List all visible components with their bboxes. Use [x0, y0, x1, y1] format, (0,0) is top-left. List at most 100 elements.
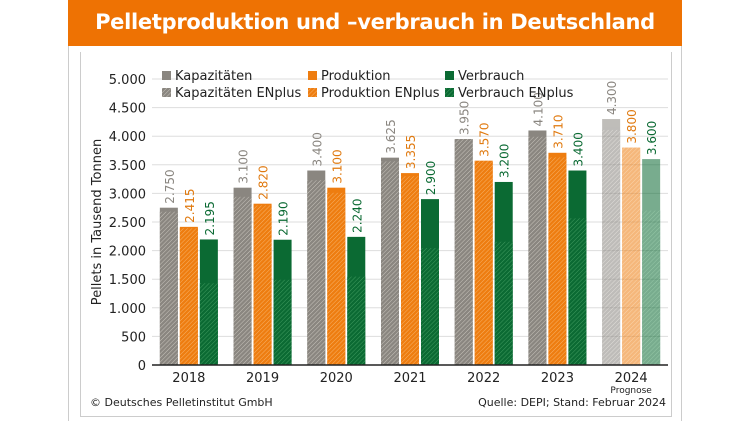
y-tick-label: 2.500	[109, 216, 146, 231]
x-tick-label: 2024	[615, 371, 648, 386]
data-label: 2.415	[183, 189, 197, 223]
bar-enplus-2	[421, 248, 439, 365]
data-label: 3.400	[571, 132, 585, 166]
bar-group	[528, 130, 547, 365]
source-note: Quelle: DEPI; Stand: Februar 2024	[478, 396, 666, 409]
bar-group	[602, 119, 621, 365]
y-tick-label: 1.000	[109, 302, 146, 317]
bar-group	[421, 199, 439, 365]
bar-group	[307, 170, 326, 365]
legend-swatch	[308, 71, 317, 80]
bar-group	[454, 139, 473, 365]
bar-enplus-2	[347, 276, 366, 365]
data-label: 2.820	[257, 165, 271, 199]
chart-title: Pelletproduktion und –verbrauch in Deuts…	[68, 0, 682, 46]
legend-swatch-enplus	[445, 88, 454, 97]
bar-group	[474, 160, 493, 365]
bar-group	[159, 207, 178, 365]
data-label: 3.710	[551, 114, 565, 148]
x-tick-label: 2019	[246, 371, 279, 386]
legend-label: Verbrauch	[458, 69, 524, 84]
bar-enplus-2	[494, 241, 513, 365]
legend-label-enplus: Verbrauch ENplus	[458, 86, 574, 101]
data-label: 3.625	[384, 119, 398, 153]
y-axis-label: Pellets in Tausend Tonnen	[90, 139, 105, 305]
legend-label: Kapazitäten	[175, 69, 252, 84]
data-label: 3.100	[330, 149, 344, 183]
y-tick-label: 4.000	[109, 130, 146, 145]
data-label: 3.600	[645, 121, 659, 155]
data-label: 3.355	[404, 135, 418, 169]
bar-enplus-0	[602, 129, 621, 365]
y-tick-label: 4.500	[109, 102, 146, 117]
legend-swatch	[162, 71, 171, 80]
y-tick-label: 1.500	[109, 273, 146, 288]
y-tick-label: 0	[138, 359, 146, 374]
data-label: 3.400	[310, 132, 324, 166]
bar-enplus-1	[253, 205, 272, 365]
data-label: 4.100	[531, 92, 545, 126]
x-tick-label: 2022	[467, 371, 500, 386]
bar-enplus-1	[401, 176, 419, 365]
bar-enplus-0	[381, 161, 399, 365]
chart-panel	[80, 52, 672, 417]
y-tick-label: 2.000	[109, 245, 146, 260]
legend-swatch-enplus	[162, 88, 171, 97]
bar-enplus-0	[159, 211, 178, 365]
bar-group	[199, 239, 218, 365]
data-label: 3.200	[498, 144, 512, 178]
x-tick-note: Prognose	[610, 386, 652, 396]
bar-group	[381, 157, 399, 365]
bar-enplus-2	[199, 283, 218, 365]
bar-group	[233, 187, 252, 365]
bar-group	[273, 239, 292, 365]
data-label: 2.900	[424, 161, 438, 195]
copyright-note: © Deutsches Pelletinstitut GmbH	[90, 396, 273, 409]
bar-group	[548, 152, 567, 365]
data-label: 3.100	[237, 149, 251, 183]
bar-group	[401, 173, 419, 365]
bar-group	[494, 181, 513, 365]
bar-group	[179, 226, 198, 365]
x-tick-label: 2020	[320, 371, 353, 386]
data-label: 2.195	[203, 201, 217, 235]
bar-group	[622, 147, 641, 365]
bar-enplus-2	[568, 218, 587, 365]
data-label: 3.570	[478, 122, 492, 156]
bar-enplus-0	[233, 196, 252, 365]
bar-group	[642, 159, 661, 365]
bar-enplus-2	[273, 279, 292, 365]
bar-enplus-1	[327, 192, 346, 365]
bar-enplus-0	[454, 139, 473, 365]
legend-label-enplus: Kapazitäten ENplus	[175, 86, 301, 101]
legend-label-enplus: Produktion ENplus	[321, 86, 440, 101]
data-label: 2.750	[163, 169, 177, 203]
x-tick-label: 2021	[393, 371, 426, 386]
bar-enplus-2	[642, 210, 661, 365]
legend-swatch	[445, 71, 454, 80]
bar-enplus-0	[307, 180, 326, 365]
bar-group	[568, 170, 587, 365]
bar-enplus-1	[548, 157, 567, 365]
data-label: 3.950	[458, 101, 472, 135]
y-tick-label: 3.000	[109, 187, 146, 202]
data-label: 2.240	[350, 199, 364, 233]
y-tick-label: 3.500	[109, 159, 146, 174]
bar-enplus-0	[528, 136, 547, 365]
bar-enplus-1	[474, 160, 493, 365]
bar-group	[253, 203, 272, 365]
bar-group	[327, 187, 346, 365]
bar-enplus-1	[179, 228, 198, 365]
bar-group	[347, 236, 366, 365]
legend-label: Produktion	[321, 69, 391, 84]
x-tick-label: 2018	[172, 371, 205, 386]
data-label: 4.300	[605, 81, 619, 115]
data-label: 3.800	[625, 109, 639, 143]
bar-enplus-1	[622, 147, 641, 365]
y-tick-label: 500	[121, 330, 146, 345]
data-label: 2.190	[277, 201, 291, 235]
x-tick-label: 2023	[541, 371, 574, 386]
legend-swatch-enplus	[308, 88, 317, 97]
y-tick-label: 5.000	[109, 73, 146, 88]
